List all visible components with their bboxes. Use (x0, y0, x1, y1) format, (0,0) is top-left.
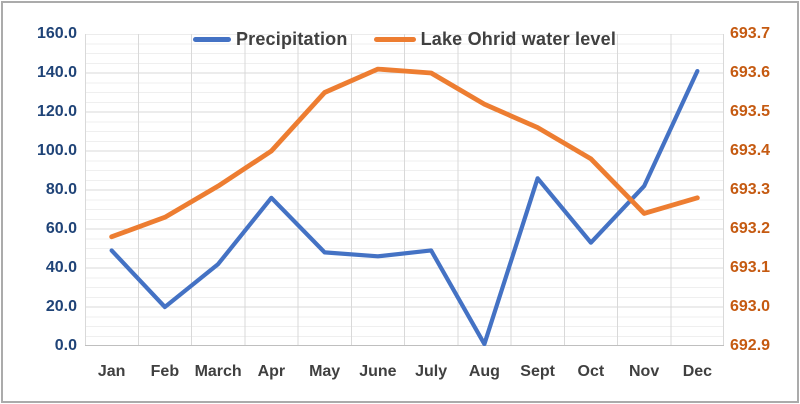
left-axis-tick: 160.0 (36, 25, 77, 42)
water-level-legend-label: Lake Ohrid water level (420, 28, 617, 49)
left-axis-tick: 100.0 (36, 142, 77, 159)
left-axis-tick: 120.0 (36, 103, 77, 120)
right-axis-tick: 692.9 (730, 337, 771, 354)
right-axis-tick: 693.0 (730, 298, 771, 315)
left-axis-tick: 0.0 (54, 337, 77, 354)
water-level-legend-line-icon (373, 36, 416, 42)
x-axis-label: May (309, 363, 341, 380)
right-axis-labels: 693.7 693.6 693.5 693.4 693.3 693.2 693.1 693.0… (730, 25, 800, 355)
x-axis-label: Aug (468, 363, 500, 380)
right-axis-tick: 693.7 (730, 25, 771, 42)
right-axis-tick: 693.1 (730, 259, 771, 276)
x-axis-label: Oct (577, 363, 605, 380)
x-axis-label: June (359, 363, 397, 380)
precipitation-legend-label: Precipitation (235, 28, 348, 49)
legend: Precipitation Lake Ohrid water level (85, 26, 724, 52)
x-axis-label: Dec (682, 363, 713, 380)
right-axis-tick: 693.5 (730, 103, 771, 120)
left-axis-tick: 40.0 (45, 259, 77, 276)
left-axis-tick: 140.0 (36, 64, 77, 81)
x-axis-label: March (194, 363, 242, 380)
right-axis-tick: 693.6 (730, 64, 771, 81)
x-axis-label: July (415, 363, 448, 380)
x-axis-label: Jan (97, 363, 126, 380)
left-axis-labels: 160.0 140.0 120.0 100.0 80.0 60.0 40.0 20.0 0.0 (3, 25, 77, 355)
legend-item-water-level: Lake Ohrid water level (373, 28, 617, 50)
precipitation-legend-line-icon (192, 36, 231, 42)
left-axis-tick: 80.0 (45, 181, 77, 198)
precipitation-series-line (109, 68, 700, 346)
x-axis-label: Feb (150, 363, 180, 380)
x-axis-label: Sept (520, 363, 555, 380)
plot-area (85, 34, 724, 346)
x-axis-label: Apr (257, 363, 286, 380)
x-axis-labels: Jan Feb March Apr May June July Aug Sept Oct Nov De… (85, 360, 724, 384)
water-level-series-line (109, 66, 700, 240)
left-axis-tick: 60.0 (45, 220, 77, 237)
x-axis-label: Nov (629, 363, 660, 380)
legend-item-precipitation: Precipitation (192, 28, 348, 50)
right-axis-tick: 693.3 (730, 181, 771, 198)
left-axis-tick: 20.0 (45, 298, 77, 315)
right-axis-tick: 693.4 (730, 142, 771, 159)
right-axis-tick: 693.2 (730, 220, 771, 237)
